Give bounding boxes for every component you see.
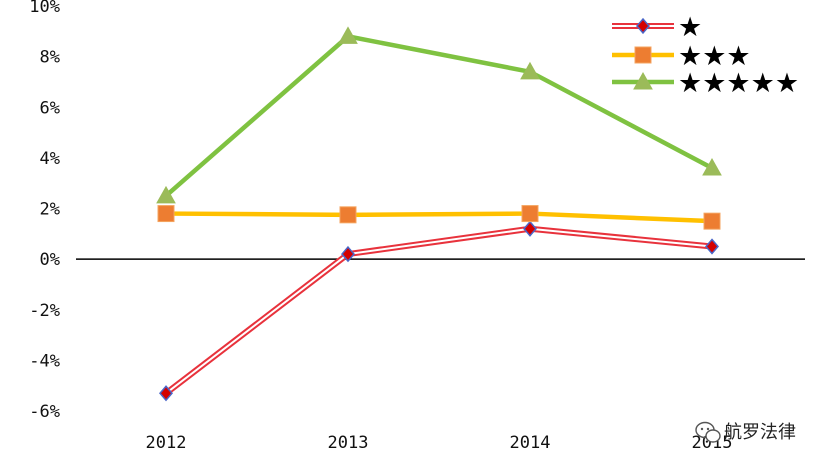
square-marker — [521, 205, 539, 223]
y-tick-label: -4% — [29, 351, 60, 371]
legend-entry: ★★★★★ — [612, 68, 799, 99]
triangle-marker — [338, 26, 358, 44]
series-3 — [156, 26, 722, 204]
legend-entry: ★★★ — [612, 41, 751, 72]
y-tick-label: 10% — [29, 0, 60, 17]
x-tick-label: 2015 — [692, 433, 733, 453]
watermark: 航罗法律 — [695, 421, 796, 443]
legend-label: ★★★ — [678, 41, 751, 72]
legend: ★★★★★★★★★ — [612, 12, 799, 99]
diamond-marker — [341, 245, 355, 263]
triangle-marker — [633, 71, 653, 90]
series-1 — [159, 220, 719, 402]
series-2 — [157, 205, 721, 230]
watermark-text: 航罗法律 — [724, 422, 796, 443]
series-line — [164, 225, 713, 396]
y-tick-label: 6% — [40, 98, 60, 118]
legend-label: ★★★★★ — [678, 68, 799, 99]
series-line — [164, 34, 714, 198]
square-marker — [703, 212, 721, 230]
diamond-marker — [159, 385, 173, 402]
x-axis: 2012 2013 2014 2015 — [76, 258, 805, 453]
legend-label: ★ — [678, 12, 702, 43]
legend-entry: ★ — [612, 12, 702, 43]
diamond-marker — [636, 17, 650, 35]
series-line-core — [165, 227, 713, 395]
x-tick-label: 2012 — [146, 433, 187, 453]
y-tick-label: 8% — [40, 48, 60, 68]
y-tick-label: 4% — [40, 149, 60, 169]
y-axis: 10% 8% 6% 4% 2% 0% -2% -4% -6% — [29, 0, 60, 422]
x-tick-label: 2013 — [328, 433, 369, 453]
series-line — [165, 211, 713, 224]
y-tick-label: -2% — [29, 301, 60, 321]
square-marker — [634, 46, 652, 64]
triangle-marker — [156, 185, 176, 204]
square-marker — [339, 206, 357, 224]
x-tick-label: 2014 — [510, 433, 551, 453]
y-tick-label: -6% — [29, 402, 60, 422]
triangle-marker — [702, 157, 722, 176]
diamond-marker — [705, 238, 719, 255]
triangle-marker — [520, 61, 540, 80]
y-tick-label: 0% — [40, 250, 60, 270]
wechat-icon — [695, 421, 721, 443]
diamond-marker — [523, 220, 537, 237]
series-layer — [156, 26, 722, 402]
square-marker — [157, 205, 175, 223]
y-tick-label: 2% — [40, 200, 60, 220]
